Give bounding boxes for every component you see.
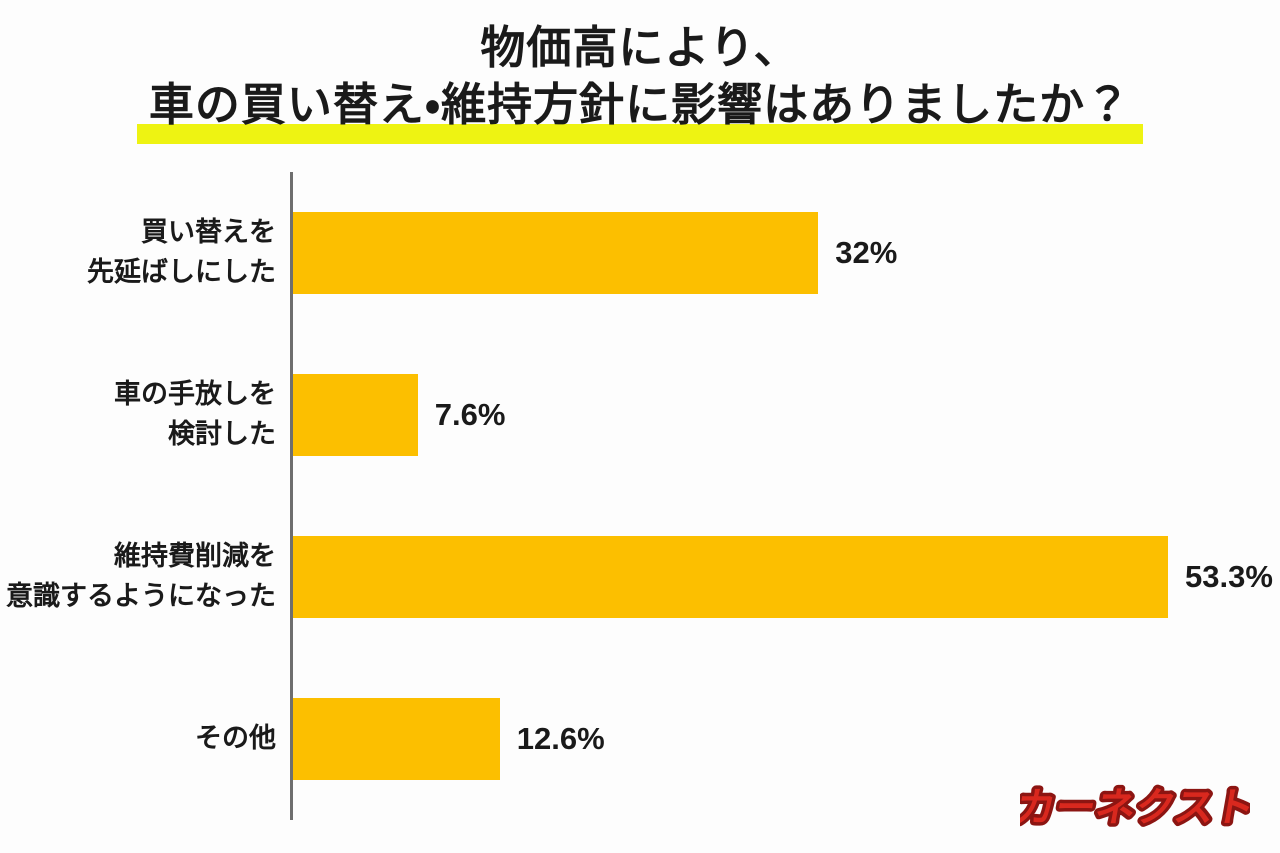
bar-row-other: その他 12.6% (0, 658, 1280, 820)
carnext-logo: カーネクスト (1020, 782, 1250, 834)
y-axis-line (290, 172, 293, 820)
bar (293, 212, 819, 294)
bar (293, 698, 500, 780)
chart-title: 物価高により、 車の買い替え・維持方針に影響はありましたか？ (0, 20, 1280, 145)
category-label: 維持費削減を 意識するようになった (6, 541, 276, 611)
bar-row-considered-giving-up-car: 車の手放しを 検討した 7.6% (0, 334, 1280, 496)
bar (293, 374, 418, 456)
category-label: 買い替えを 先延ばしにした (87, 217, 276, 287)
bar (293, 536, 1168, 618)
value-label: 7.6% (434, 397, 506, 432)
chart-title-line2-highlighted: 車の買い替え・維持方針に影響はありましたか？ (136, 76, 1144, 145)
chart-title-line1: 物価高により、 (480, 22, 800, 73)
value-label: 53.3% (1185, 559, 1273, 594)
carnext-logo-text: カーネクスト (1020, 785, 1250, 830)
bar-row-postponed-replacement: 買い替えを 先延ばしにした 32% (0, 172, 1280, 334)
bar-rows: 買い替えを 先延ばしにした 32% 車の手放しを 検討した 7.6% (0, 172, 1280, 820)
bar-chart: 買い替えを 先延ばしにした 32% 車の手放しを 検討した 7.6% (0, 172, 1280, 820)
category-label: その他 (195, 723, 276, 754)
value-label: 12.6% (516, 721, 605, 756)
category-label: 車の手放しを 検討した (114, 379, 276, 449)
value-label: 32% (835, 235, 898, 270)
bar-row-cost-reduction-awareness: 維持費削減を 意識するようになった 53.3% (0, 496, 1280, 658)
